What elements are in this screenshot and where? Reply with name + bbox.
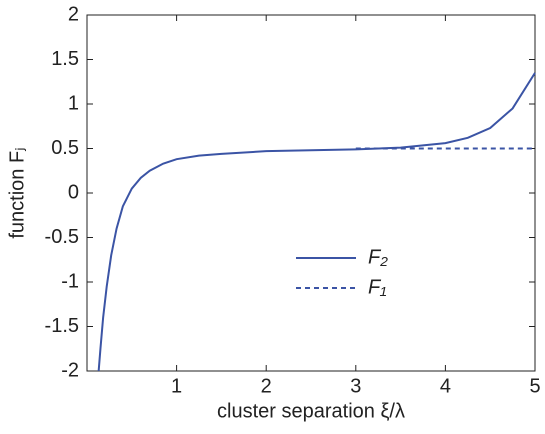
y-tick-label: 0.5 (51, 137, 79, 159)
y-tick-label: -1.5 (45, 315, 79, 337)
series-line (97, 72, 536, 372)
y-tick-label: 2 (68, 3, 79, 25)
x-tick-label: 5 (529, 375, 540, 397)
y-tick-label: -1 (61, 270, 79, 292)
x-tick-label: 2 (261, 375, 272, 397)
y-axis-label: function Fⱼ (6, 147, 28, 238)
y-tick-label: 1 (68, 92, 79, 114)
legend-label: F₁ (368, 276, 387, 298)
x-axis-label: cluster separation ξ/λ (217, 400, 405, 422)
y-tick-label: -0.5 (45, 226, 79, 248)
x-tick-label: 4 (440, 375, 451, 397)
plot-frame (86, 14, 536, 372)
x-tick-label: 3 (350, 375, 361, 397)
legend-label: F₂ (368, 246, 388, 268)
x-tick-label: 1 (171, 375, 182, 397)
y-tick-label: -2 (61, 359, 79, 381)
y-tick-label: 1.5 (51, 48, 79, 70)
y-tick-label: 0 (68, 181, 79, 203)
